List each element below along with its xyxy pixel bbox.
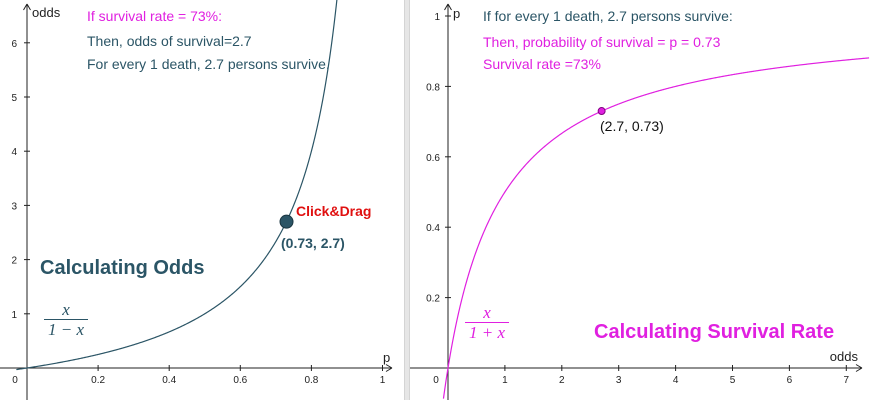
right-x-tick-label: 2	[559, 375, 565, 386]
right-x-axis-arrow	[855, 364, 863, 372]
calculating-survival-rate-title: Calculating Survival Rate	[594, 321, 835, 343]
left-y-tick-label: 1	[11, 310, 17, 321]
right-x-tick-label: 0	[433, 375, 439, 386]
left-x-tick-label: 0	[12, 375, 18, 386]
right-y-tick-label: 0.6	[426, 153, 440, 164]
right-x-tick-label: 6	[787, 375, 793, 386]
right-x-tick-label: 5	[730, 375, 736, 386]
left-x-tick-label: 0.6	[233, 375, 247, 386]
survival-formula-denominator: 1 + x	[469, 323, 506, 342]
odds-formula: x 1 − x	[44, 300, 89, 339]
survival-point	[597, 107, 606, 116]
left-x-axis-label: p	[383, 350, 390, 365]
right-y-tick-label: 1	[434, 12, 440, 23]
right-y-axis-label: p	[453, 6, 460, 21]
survival-rate-statement: If survival rate = 73%:	[87, 8, 223, 24]
click-drag-hint: Click&Drag	[296, 203, 372, 219]
odds-statement: Then, odds of survival=2.7	[87, 33, 252, 49]
left-y-tick-label: 2	[11, 256, 17, 267]
odds-formula-denominator: 1 − x	[48, 320, 85, 339]
left-y-tick-label: 5	[11, 93, 17, 104]
right-y-tick-label: 0.4	[426, 223, 440, 234]
left-x-tick-label: 1	[380, 375, 386, 386]
survival-curve	[442, 57, 870, 399]
survival-formula-numerator: x	[483, 303, 491, 322]
death-ratio-statement: For every 1 death, 2.7 persons survive.	[87, 56, 330, 72]
survival-formula: x 1 + x	[465, 303, 510, 342]
right-x-tick-label: 4	[673, 375, 679, 386]
survival-graph-canvas[interactable]: 0 1 2 3 4 5 6 7 0.2 0.4 0.6 0.8 1 odds p	[410, 0, 870, 400]
left-x-tick-label: 0.8	[304, 375, 318, 386]
left-y-tick-label: 3	[11, 201, 17, 212]
survival-fraction-bar	[465, 322, 510, 323]
left-y-tick-label: 4	[11, 147, 17, 158]
odds-graph-panel[interactable]: 0 0.2 0.4 0.6 0.8 1 1 2 3 4 5 6 p odds If survival ra…	[0, 0, 404, 400]
left-y-axis-label: odds	[32, 5, 61, 20]
right-x-tick-label: 7	[844, 375, 850, 386]
odds-fraction-bar	[44, 319, 89, 320]
left-x-axis-arrow	[385, 364, 393, 372]
odds-graph-canvas[interactable]: 0 0.2 0.4 0.6 0.8 1 1 2 3 4 5 6 p odds	[0, 0, 404, 400]
left-y-tick-label: 6	[11, 39, 17, 50]
panel-divider[interactable]	[404, 0, 410, 400]
probability-statement: Then, probability of survival = p = 0.73	[483, 34, 721, 50]
odds-formula-numerator: x	[62, 300, 70, 319]
left-y-axis-arrow	[23, 3, 31, 11]
draggable-point[interactable]	[279, 214, 294, 229]
survival-rate-result: Survival rate =73%	[483, 56, 601, 72]
death-ratio-condition: If for every 1 death, 2.7 persons surviv…	[483, 8, 733, 24]
survival-rate-graph-panel[interactable]: 0 1 2 3 4 5 6 7 0.2 0.4 0.6 0.8 1 odds p If for every …	[410, 0, 870, 400]
right-point-label: (2.7, 0.73)	[600, 118, 664, 134]
right-x-tick-label: 1	[502, 375, 508, 386]
right-y-axis-arrow	[444, 3, 452, 11]
right-x-axis-label: odds	[830, 349, 859, 364]
left-point-label: (0.73, 2.7)	[281, 235, 345, 251]
right-x-tick-label: 3	[616, 375, 622, 386]
calculating-odds-title: Calculating Odds	[40, 257, 205, 279]
right-y-tick-label: 0.8	[426, 82, 440, 93]
left-x-tick-label: 0.2	[91, 375, 105, 386]
left-x-tick-label: 0.4	[162, 375, 176, 386]
right-y-tick-label: 0.2	[426, 294, 440, 305]
